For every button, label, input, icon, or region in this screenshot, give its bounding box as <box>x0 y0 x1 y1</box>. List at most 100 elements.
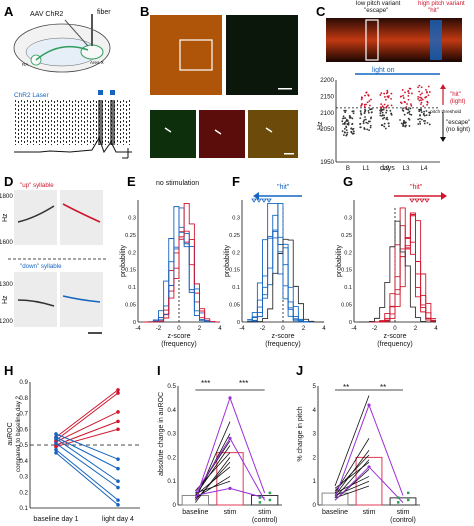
c-song-point <box>383 116 386 119</box>
bar-purple-point <box>228 436 232 440</box>
c-song-point <box>411 92 413 95</box>
c-song-point <box>402 123 404 126</box>
h-bird-line <box>55 449 119 501</box>
c-song-point <box>349 116 352 119</box>
c-song-point <box>402 94 404 97</box>
c-song-point <box>370 108 373 110</box>
panel-label-a: A <box>4 4 14 19</box>
laser-pulse-1 <box>98 90 103 95</box>
firing-rate-trace <box>14 136 132 154</box>
hist-y-tick-label: 0.3 <box>128 215 136 221</box>
c-song-point <box>417 118 420 121</box>
bar-y-tick-label: 0.1 <box>167 478 176 485</box>
c-song-point <box>404 122 407 124</box>
c-song-point <box>381 111 384 114</box>
c-song-point <box>419 120 421 123</box>
c-song-point <box>368 129 370 132</box>
c-song-point <box>369 104 371 107</box>
c-song-point <box>387 125 390 128</box>
c-song-point <box>389 109 392 112</box>
c-song-point <box>359 110 362 112</box>
c-song-point <box>383 125 386 128</box>
bar-y-tick-label: 0.2 <box>167 454 176 461</box>
c-song-point <box>400 122 403 125</box>
bar-purple-point <box>367 403 371 407</box>
pitch-threshold-label: pitch threshold <box>430 109 462 115</box>
hist-mean-marker <box>266 198 272 203</box>
d-down-ylabel: Hz <box>2 295 9 304</box>
hist-y-tick-label: 0.15 <box>229 268 240 274</box>
hist-y-tick-label: 0.1 <box>344 285 352 291</box>
c-song-point <box>364 94 366 97</box>
bar-pair-line <box>334 461 370 489</box>
bar-pair-line <box>195 457 231 503</box>
c-song-point <box>428 114 431 117</box>
up-syllable-label: "up" syllable <box>20 182 54 189</box>
area-x-label: Area X <box>90 60 104 65</box>
panel-f: F "hit" 0 0.05 0.1 0.15 0.2 0.25 0.3 -4 -2 0 2 4 z-s… <box>224 174 326 348</box>
j-stars-2: ** <box>380 383 386 392</box>
panel-label-c: C <box>316 4 326 19</box>
c-song-point <box>385 98 387 101</box>
c-song-point <box>370 111 373 114</box>
c-song-point <box>350 131 353 134</box>
c-song-point <box>350 127 353 130</box>
i-stars-1: *** <box>201 379 210 388</box>
bar-2 <box>250 494 279 506</box>
bar-y-tick-label: 4 <box>313 407 317 414</box>
c-song-point <box>420 97 423 99</box>
c-song-point <box>386 91 389 94</box>
c-song-point <box>426 101 429 104</box>
bar-y-tick-label: 0 <box>173 502 177 509</box>
hist-series-outline <box>247 214 324 323</box>
c-song-point <box>365 121 368 124</box>
c-song-point <box>342 134 345 137</box>
bar-x-label: stim <box>397 509 410 516</box>
c-song-point <box>379 112 382 115</box>
histology-zoom-merged <box>248 110 298 158</box>
c-song-point <box>402 125 404 127</box>
hist-series-outline <box>247 231 324 323</box>
c-song-point <box>343 122 346 125</box>
bar-1 <box>216 452 244 506</box>
bar-pair-line <box>334 480 370 496</box>
panel-label-d: D <box>4 174 13 189</box>
c-song-point <box>384 96 386 98</box>
c-x-tick-label: L4 <box>421 165 428 172</box>
hist-series-outline <box>247 229 324 323</box>
hist-y-tick-label: 0.25 <box>341 233 352 239</box>
c-song-point <box>380 103 383 106</box>
bar-x-label: baseline <box>182 509 208 516</box>
c-song-point <box>382 117 384 120</box>
h-y-tick-label: 0.1 <box>19 505 28 512</box>
f-title: "hit" <box>277 184 290 191</box>
c-song-point <box>380 92 383 95</box>
c-song-point <box>406 103 408 105</box>
c-song-point <box>370 98 372 101</box>
hist-x-tick-label: 2 <box>302 325 306 332</box>
c-song-point <box>345 126 348 129</box>
hist-y-label: probability <box>336 245 343 277</box>
c-song-point <box>407 94 410 97</box>
c-song-point <box>425 114 428 117</box>
h-point-light <box>116 485 120 490</box>
h-bird-line <box>55 452 119 506</box>
c-song-point <box>423 122 426 125</box>
c-y-tick-label: 2100 <box>320 110 334 117</box>
c-song-point <box>364 109 367 112</box>
hist-x-label-2: (frequency) <box>161 341 196 348</box>
c-song-point <box>360 112 362 115</box>
c-song-point <box>402 97 405 99</box>
c-song-point <box>386 116 388 119</box>
c-song-point <box>407 108 410 111</box>
c-song-point <box>408 125 411 127</box>
c-song-point <box>368 100 371 102</box>
c-song-point <box>366 122 369 125</box>
hist-series-outline <box>143 206 220 323</box>
c-song-point <box>408 92 410 95</box>
h-y-tick-label: 0.4 <box>19 458 28 465</box>
c-song-point <box>369 126 372 129</box>
bar-control-point <box>268 491 272 495</box>
c-song-point <box>417 95 420 98</box>
